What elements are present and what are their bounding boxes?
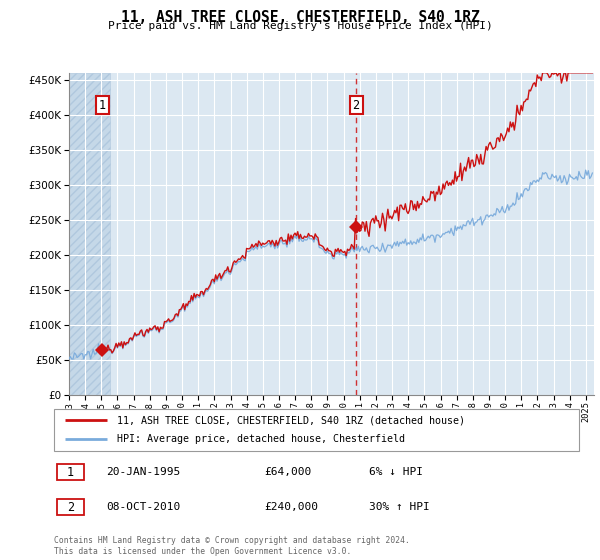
Text: 2: 2 <box>352 99 359 111</box>
FancyBboxPatch shape <box>56 500 84 515</box>
Text: 11, ASH TREE CLOSE, CHESTERFIELD, S40 1RZ (detached house): 11, ASH TREE CLOSE, CHESTERFIELD, S40 1R… <box>117 415 465 425</box>
Text: 30% ↑ HPI: 30% ↑ HPI <box>369 502 430 512</box>
Text: £240,000: £240,000 <box>264 502 318 512</box>
Text: Contains HM Land Registry data © Crown copyright and database right 2024.
This d: Contains HM Land Registry data © Crown c… <box>54 536 410 556</box>
Text: 08-OCT-2010: 08-OCT-2010 <box>107 502 181 512</box>
Bar <box>69 73 110 395</box>
FancyBboxPatch shape <box>56 464 84 480</box>
Text: £64,000: £64,000 <box>264 468 311 478</box>
Text: 2: 2 <box>67 501 74 514</box>
Text: Price paid vs. HM Land Registry's House Price Index (HPI): Price paid vs. HM Land Registry's House … <box>107 21 493 31</box>
Text: 11, ASH TREE CLOSE, CHESTERFIELD, S40 1RZ: 11, ASH TREE CLOSE, CHESTERFIELD, S40 1R… <box>121 10 479 25</box>
Text: HPI: Average price, detached house, Chesterfield: HPI: Average price, detached house, Ches… <box>117 435 405 445</box>
Text: 20-JAN-1995: 20-JAN-1995 <box>107 468 181 478</box>
FancyBboxPatch shape <box>54 409 579 451</box>
Text: 1: 1 <box>67 466 74 479</box>
Text: 1: 1 <box>98 99 106 111</box>
Text: 6% ↓ HPI: 6% ↓ HPI <box>369 468 423 478</box>
